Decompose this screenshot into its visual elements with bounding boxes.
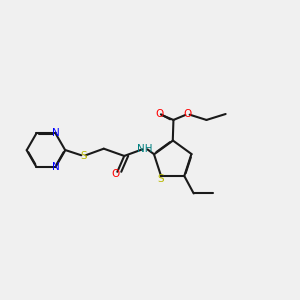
Text: N: N [52, 128, 60, 138]
Text: S: S [158, 174, 164, 184]
Text: O: O [112, 169, 120, 179]
Text: O: O [183, 109, 191, 119]
Text: S: S [80, 151, 87, 161]
Text: N: N [52, 162, 60, 172]
Text: NH: NH [137, 144, 152, 154]
Text: O: O [155, 109, 164, 119]
